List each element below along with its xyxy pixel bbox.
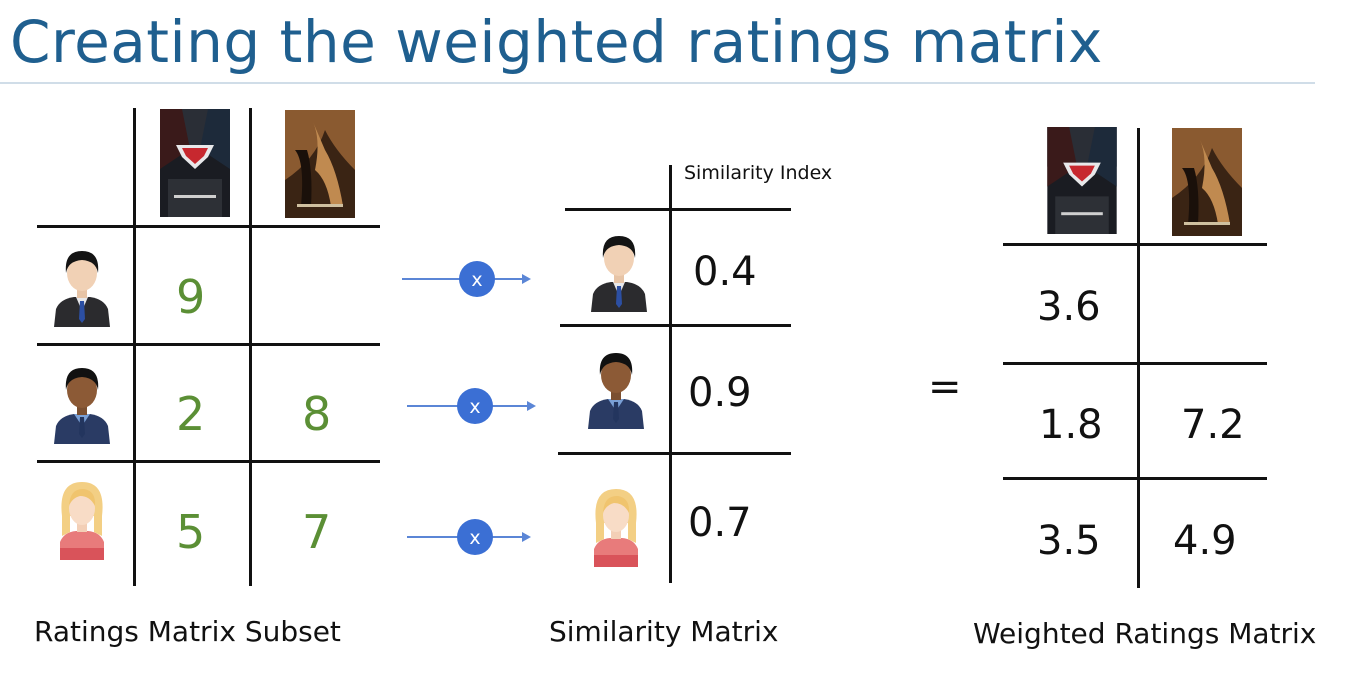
weighted-divider-h2 <box>1003 362 1267 365</box>
title-underline <box>0 82 1315 84</box>
multiply-symbol: x <box>469 527 480 549</box>
movie-poster-batman-begins <box>285 110 355 218</box>
multiply-symbol: x <box>469 396 480 418</box>
user-icon-man <box>587 228 651 312</box>
multiply-arrow-1: x <box>402 261 531 297</box>
user-icon-woman <box>584 483 648 567</box>
rating-cell: 2 <box>176 387 206 441</box>
ratings-divider-h1 <box>37 225 380 228</box>
similarity-divider-v <box>669 165 672 583</box>
similarity-divider-h2 <box>560 324 791 327</box>
weighted-divider-h3 <box>1003 477 1267 480</box>
ratings-divider-h3 <box>37 460 380 463</box>
user-icon-man-dark <box>584 345 648 429</box>
equals-sign: = <box>928 364 962 410</box>
ratings-divider-v1 <box>133 108 136 586</box>
multiply-arrow-2: x <box>407 388 536 424</box>
rating-cell: 5 <box>176 505 206 559</box>
similarity-divider-h1 <box>565 208 791 211</box>
movie-poster-batman-begins <box>1172 128 1242 236</box>
movie-poster-batman-v-superman <box>1047 127 1117 234</box>
ratings-divider-h2 <box>37 343 380 346</box>
ratings-divider-v2 <box>249 108 252 586</box>
slide-title: Creating the weighted ratings matrix <box>10 8 1103 76</box>
similarity-divider-h3 <box>558 452 791 455</box>
similarity-matrix-caption: Similarity Matrix <box>549 615 779 648</box>
user-icon-man-dark <box>50 360 114 444</box>
multiply-arrow-3: x <box>407 519 531 555</box>
similarity-value: 0.4 <box>693 249 757 295</box>
weighted-cell: 4.9 <box>1173 518 1237 564</box>
similarity-value: 0.9 <box>688 370 752 416</box>
weighted-cell: 3.5 <box>1037 518 1101 564</box>
weighted-cell: 3.6 <box>1037 284 1101 330</box>
weighted-divider-h1 <box>1003 243 1267 246</box>
weighted-divider-v <box>1137 128 1140 588</box>
ratings-matrix-caption: Ratings Matrix Subset <box>34 615 341 648</box>
similarity-value: 0.7 <box>688 500 752 546</box>
weighted-cell: 1.8 <box>1039 402 1103 448</box>
user-icon-woman <box>50 476 114 560</box>
weighted-cell: 7.2 <box>1181 402 1245 448</box>
multiply-symbol: x <box>471 269 482 291</box>
movie-poster-batman-v-superman <box>160 109 230 217</box>
rating-cell: 8 <box>302 387 332 441</box>
similarity-index-header: Similarity Index <box>684 162 833 184</box>
rating-cell: 7 <box>302 505 332 559</box>
user-icon-man <box>50 243 114 327</box>
weighted-matrix-caption: Weighted Ratings Matrix <box>973 617 1317 650</box>
rating-cell: 9 <box>176 270 206 324</box>
